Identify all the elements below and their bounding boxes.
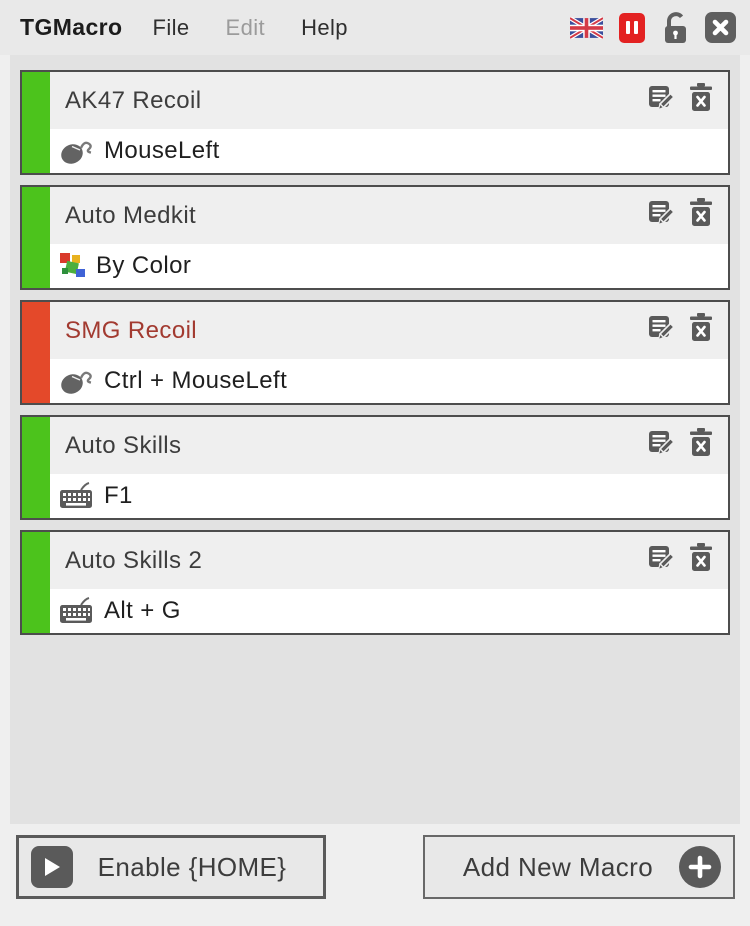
keyboard-icon	[59, 597, 95, 625]
delete-macro-icon[interactable]	[688, 542, 718, 572]
close-icon[interactable]	[705, 12, 736, 43]
macro-card-header: AK47 Recoil	[50, 72, 728, 129]
delete-macro-icon[interactable]	[688, 197, 718, 227]
macro-card-body: Auto Skills	[50, 417, 728, 518]
pause-icon[interactable]	[619, 12, 645, 43]
macro-name: Auto Skills	[65, 431, 182, 459]
macro-trigger-row: Ctrl + MouseLeft	[50, 359, 728, 403]
macro-card-actions	[646, 82, 718, 112]
uk-flag-icon[interactable]	[568, 15, 605, 40]
macro-trigger-label: F1	[104, 482, 133, 509]
macro-card[interactable]: Auto Skills 2	[20, 530, 730, 635]
menu-edit[interactable]: Edit	[225, 14, 266, 40]
macro-card[interactable]: SMG Recoil	[20, 300, 730, 405]
macro-trigger-row: By Color	[50, 244, 728, 288]
macro-trigger-row: MouseLeft	[50, 129, 728, 173]
macro-status-stripe	[22, 72, 50, 173]
macro-card-actions	[646, 312, 718, 342]
play-icon	[31, 846, 73, 888]
plus-icon	[679, 846, 721, 888]
keyboard-icon	[59, 482, 95, 510]
menu-bar: File Edit Help	[152, 15, 347, 41]
macro-trigger-row: Alt + G	[50, 589, 728, 633]
macro-list: AK47 Recoil	[10, 55, 740, 824]
edit-macro-icon[interactable]	[646, 427, 676, 457]
macro-status-stripe	[22, 302, 50, 403]
macro-card-body: Auto Skills 2	[50, 532, 728, 633]
macro-trigger-label: MouseLeft	[104, 137, 220, 164]
title-bar: TGMacro File Edit Help	[0, 0, 750, 55]
macro-status-stripe	[22, 532, 50, 633]
mouse-icon	[59, 137, 95, 165]
macro-trigger-label: Alt + G	[104, 597, 181, 624]
color-icon	[59, 252, 87, 280]
titlebar-controls	[568, 11, 736, 45]
macro-status-stripe	[22, 417, 50, 518]
add-new-macro-label: Add New Macro	[462, 851, 654, 882]
edit-macro-icon[interactable]	[646, 312, 676, 342]
enable-button-label: Enable {HOME}	[97, 851, 287, 882]
macro-status-stripe	[22, 187, 50, 288]
add-new-macro-button[interactable]: Add New Macro	[423, 835, 735, 899]
menu-help[interactable]: Help	[301, 14, 348, 40]
macro-card[interactable]: AK47 Recoil	[20, 70, 730, 175]
macro-card-actions	[646, 542, 718, 572]
macro-card-actions	[646, 427, 718, 457]
macro-trigger-label: Ctrl + MouseLeft	[104, 367, 288, 394]
unlock-icon[interactable]	[661, 11, 689, 45]
menu-file[interactable]: File	[152, 14, 190, 40]
macro-card-header: Auto Skills	[50, 417, 728, 474]
macro-name: AK47 Recoil	[65, 86, 202, 114]
enable-button[interactable]: Enable {HOME}	[16, 835, 326, 899]
macro-card-body: Auto Medkit	[50, 187, 728, 288]
macro-name: Auto Medkit	[65, 201, 197, 229]
delete-macro-icon[interactable]	[688, 82, 718, 112]
macro-name: Auto Skills 2	[65, 546, 203, 574]
macro-card[interactable]: Auto Medkit	[20, 185, 730, 290]
macro-card-body: SMG Recoil	[50, 302, 728, 403]
edit-macro-icon[interactable]	[646, 82, 676, 112]
delete-macro-icon[interactable]	[688, 427, 718, 457]
macro-card-body: AK47 Recoil	[50, 72, 728, 173]
macro-name: SMG Recoil	[65, 316, 198, 344]
mouse-icon	[59, 367, 95, 395]
macro-trigger-label: By Color	[96, 252, 192, 279]
macro-trigger-row: F1	[50, 474, 728, 518]
macro-card-header: Auto Skills 2	[50, 532, 728, 589]
app-title: TGMacro	[20, 14, 123, 40]
macro-card-header: Auto Medkit	[50, 187, 728, 244]
delete-macro-icon[interactable]	[688, 312, 718, 342]
macro-card[interactable]: Auto Skills	[20, 415, 730, 520]
macro-card-actions	[646, 197, 718, 227]
macro-card-header: SMG Recoil	[50, 302, 728, 359]
edit-macro-icon[interactable]	[646, 542, 676, 572]
edit-macro-icon[interactable]	[646, 197, 676, 227]
